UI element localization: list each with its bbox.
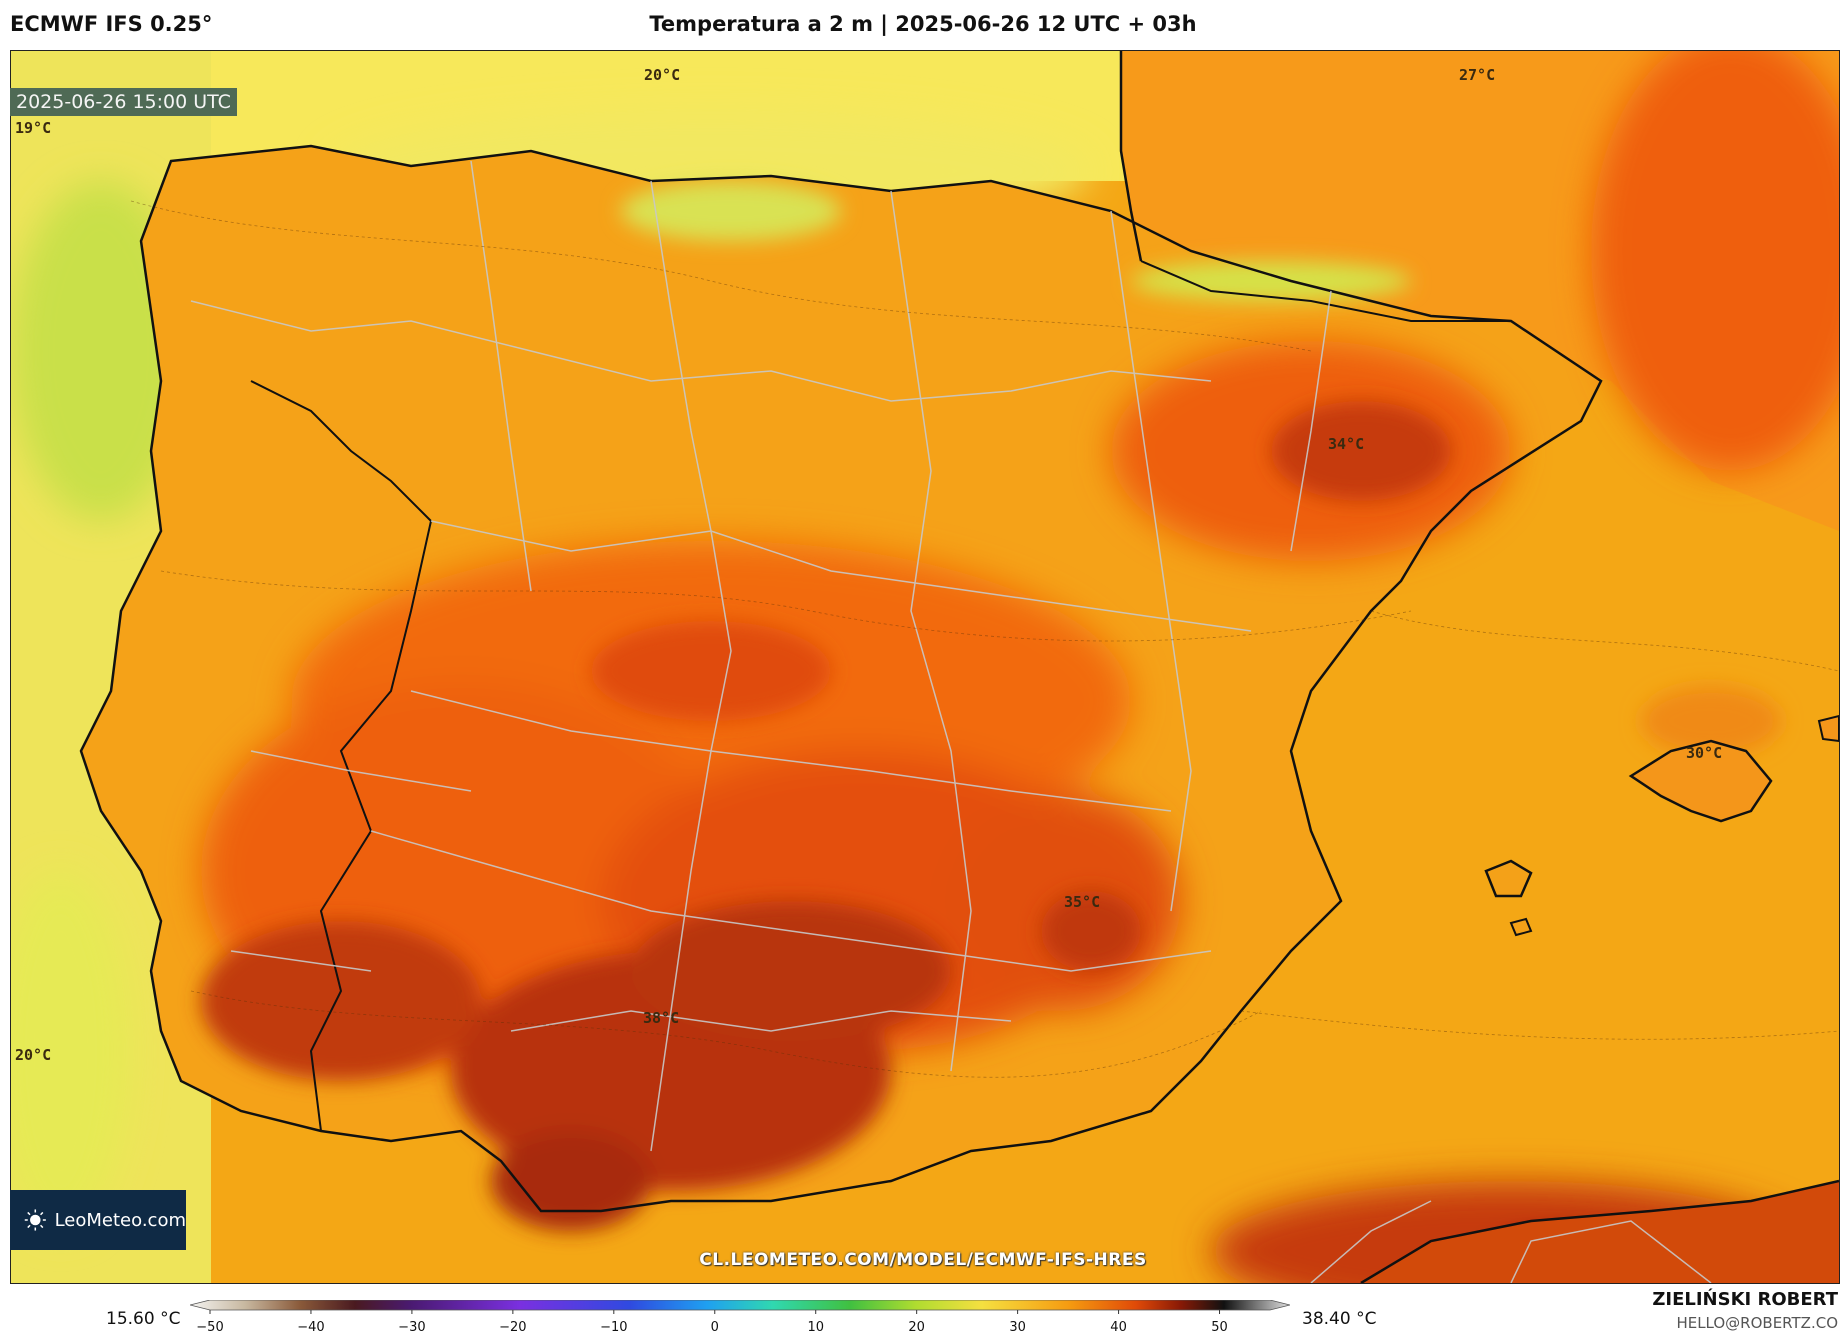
map-title: Temperatura a 2 m | 2025-06-26 12 UTC + …	[649, 12, 1197, 36]
colorbar-tick-label: 50	[1211, 1320, 1228, 1335]
isotherms	[130, 200, 1839, 1078]
colorbar-tick-label: 20	[908, 1320, 925, 1335]
regional-borders	[190, 160, 1712, 1283]
portugal-border	[250, 380, 433, 1132]
colorbar-tick-label: 0	[711, 1320, 719, 1335]
valid-time-badge: 2025-06-26 15:00 UTC	[10, 88, 237, 116]
temp-label-balearic: 30°C	[1686, 744, 1723, 762]
source-url[interactable]: CL.LEOMETEO.COM/MODEL/ECMWF-IFS-HRES	[699, 1250, 1147, 1270]
coastline	[79, 144, 1603, 1213]
temp-label-atlantic-sw: 20°C	[15, 1046, 52, 1064]
temp-label-aragon: 34°C	[1328, 435, 1365, 453]
map-canvas	[11, 51, 1839, 1283]
logo-wordmark: LeoMeteo.com	[54, 1209, 186, 1231]
temperature-map[interactable]: 20°C 27°C 19°C 34°C 30°C 35°C 38°C 20°C	[10, 50, 1840, 1284]
france-coast	[1119, 51, 1143, 262]
temp-label-andalusia: 38°C	[643, 1009, 680, 1027]
colorbar-max-value: 38.40 °C	[1302, 1309, 1377, 1329]
leometeo-logo[interactable]: LeoMeteo.com	[10, 1190, 186, 1250]
temp-label-north-france: 27°C	[1459, 66, 1496, 84]
colorbar-gradient	[189, 1299, 1291, 1311]
mallorca	[1628, 739, 1773, 823]
temp-label-murcia: 35°C	[1064, 893, 1101, 911]
colorbar-tick-label: 40	[1110, 1320, 1127, 1335]
temperature-colorbar: −50 −40 −30 −20 −10 0 10 20 30 40 50	[189, 1299, 1291, 1340]
colorbar-tick-label: 10	[807, 1320, 824, 1335]
pyrenees-border	[1140, 260, 1511, 322]
africa-coast	[1360, 1179, 1839, 1283]
colorbar-tick-label: 30	[1009, 1320, 1026, 1335]
colorbar-tick-label: −50	[196, 1320, 223, 1335]
colorbar-min-value: 15.60 °C	[106, 1309, 181, 1329]
author-name: ZIELIŃSKI ROBERT	[1652, 1289, 1838, 1310]
colorbar-tick-label: −10	[600, 1320, 627, 1335]
colorbar-tick-label: −30	[398, 1320, 425, 1335]
formentera	[1509, 917, 1533, 937]
colorbar-svg: −50 −40 −30 −20 −10 0 10 20 30 40 50	[189, 1299, 1291, 1335]
ibiza	[1484, 859, 1533, 898]
temp-label-north-sea: 20°C	[644, 66, 681, 84]
colorbar-tick-label: −20	[499, 1320, 526, 1335]
north-africa-land	[1361, 1181, 1839, 1283]
model-name: ECMWF IFS 0.25°	[10, 12, 213, 36]
author-email[interactable]: HELLO@ROBERTZ.CO	[1676, 1314, 1838, 1332]
sun-icon	[24, 1209, 46, 1231]
menorca	[1817, 714, 1839, 743]
colorbar-tick-label: −40	[297, 1320, 324, 1335]
temp-label-atlantic-nw: 19°C	[15, 119, 52, 137]
